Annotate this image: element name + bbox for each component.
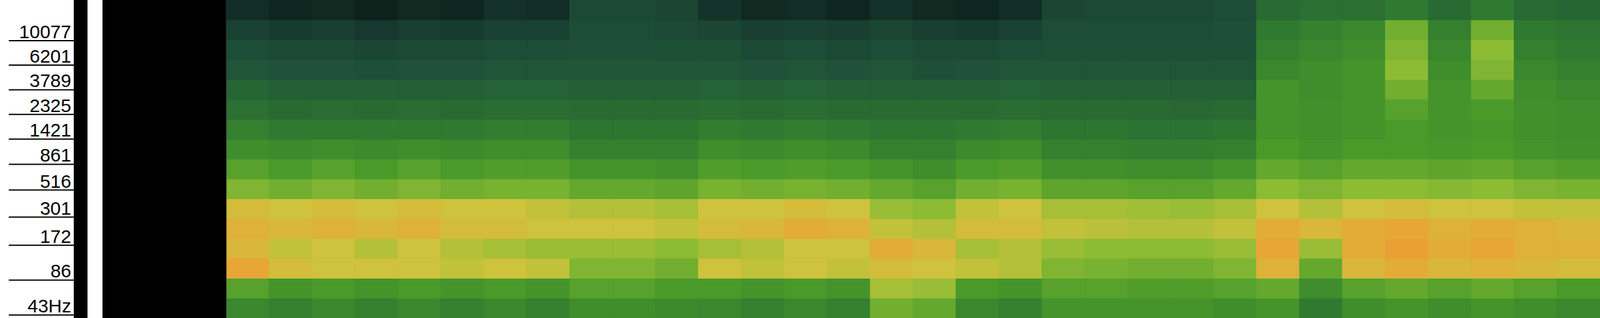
svg-text:86: 86 (50, 260, 72, 281)
svg-text:1421: 1421 (29, 119, 72, 140)
svg-text:2325: 2325 (29, 95, 72, 116)
svg-text:516: 516 (40, 170, 72, 192)
svg-text:301: 301 (40, 197, 72, 219)
svg-text:6201: 6201 (29, 45, 72, 67)
svg-text:3789: 3789 (29, 70, 72, 91)
svg-text:861: 861 (40, 144, 72, 165)
svg-text:172: 172 (40, 225, 72, 247)
svg-text:10077: 10077 (19, 21, 72, 42)
svg-text:43Hz: 43Hz (27, 295, 72, 316)
